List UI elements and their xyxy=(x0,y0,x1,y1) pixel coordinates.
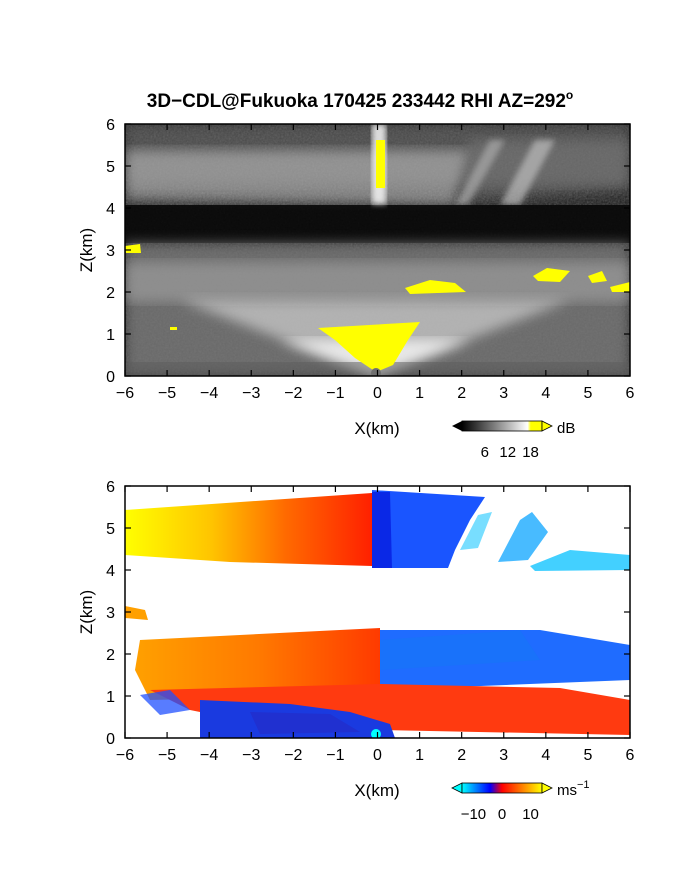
x-tick-label: 0 xyxy=(373,385,382,402)
y-tick-label: 1 xyxy=(106,689,115,706)
x-tick-label: −4 xyxy=(200,747,218,764)
x-tick-label: −6 xyxy=(116,747,134,764)
x-tick-label: −1 xyxy=(326,385,344,402)
reflectivity-x-ticks: −6 −5 −4 −3 −2 −1 0 1 2 3 4 5 6 xyxy=(116,124,635,402)
x-tick-label: −3 xyxy=(242,747,260,764)
x-tick-label: 5 xyxy=(583,747,592,764)
x-tick-label: 6 xyxy=(626,747,635,764)
reflectivity-y-label: Z(km) xyxy=(77,228,96,272)
velocity-x-label: X(km) xyxy=(354,781,399,800)
x-tick-label: −2 xyxy=(284,385,302,402)
colorbar-tick-label: 12 xyxy=(499,444,516,461)
y-tick-label: 4 xyxy=(106,201,115,218)
y-tick-label: 5 xyxy=(106,521,115,538)
y-tick-label: 3 xyxy=(106,605,115,622)
x-tick-label: 1 xyxy=(415,747,424,764)
reflectivity-y-ticks: 0 1 2 3 4 5 6 xyxy=(106,117,630,386)
y-tick-label: 4 xyxy=(106,563,115,580)
colorbar-tick-label: 10 xyxy=(522,806,539,823)
x-tick-label: −5 xyxy=(158,747,176,764)
y-tick-label: 0 xyxy=(106,369,115,386)
x-tick-label: −3 xyxy=(242,385,260,402)
reflectivity-field xyxy=(125,124,630,376)
y-tick-label: 1 xyxy=(106,327,115,344)
velocity-y-label: Z(km) xyxy=(77,590,96,634)
velocity-y-ticks: 0 1 2 3 4 5 6 xyxy=(106,479,630,748)
x-tick-label: −5 xyxy=(158,385,176,402)
x-tick-label: 3 xyxy=(499,747,508,764)
y-tick-label: 2 xyxy=(106,285,115,302)
velocity-field xyxy=(125,486,630,738)
y-tick-label: 5 xyxy=(106,159,115,176)
y-tick-label: 3 xyxy=(106,243,115,260)
x-tick-label: 4 xyxy=(541,385,550,402)
velocity-colorbar-ticks: −10 0 10 xyxy=(461,806,539,823)
velocity-colorbar-unit: ms−1 xyxy=(557,779,590,799)
y-tick-label: 0 xyxy=(106,731,115,748)
y-tick-label: 6 xyxy=(106,479,115,496)
colorbar-tick-label: 18 xyxy=(522,444,539,461)
reflectivity-x-label: X(km) xyxy=(354,419,399,438)
x-tick-label: 2 xyxy=(457,385,466,402)
velocity-colorbar: −10 0 10 ms−1 xyxy=(451,779,590,823)
x-tick-label: −6 xyxy=(116,385,134,402)
reflectivity-colorbar-unit: dB xyxy=(557,420,575,437)
reflectivity-colorbar-ticks: 6 12 18 xyxy=(481,444,539,461)
figure-title: 3D−CDL@Fukuoka 170425 233442 RHI AZ=292o xyxy=(147,88,574,112)
colorbar-tick-label: 6 xyxy=(481,444,489,461)
x-tick-label: 2 xyxy=(457,747,466,764)
y-tick-label: 6 xyxy=(106,117,115,134)
x-tick-label: 5 xyxy=(583,385,592,402)
x-tick-label: 3 xyxy=(499,385,508,402)
x-tick-label: 4 xyxy=(541,747,550,764)
colorbar-tick-label: −10 xyxy=(461,806,486,823)
x-tick-label: 0 xyxy=(373,747,382,764)
reflectivity-colorbar: 6 12 18 dB xyxy=(452,420,575,461)
x-tick-label: 1 xyxy=(415,385,424,402)
x-tick-label: −1 xyxy=(326,747,344,764)
velocity-x-ticks: −6 −5 −4 −3 −2 −1 0 1 2 3 4 5 6 xyxy=(116,486,635,764)
x-tick-label: −4 xyxy=(200,385,218,402)
x-tick-label: 6 xyxy=(626,385,635,402)
y-tick-label: 2 xyxy=(106,647,115,664)
colorbar-tick-label: 0 xyxy=(498,806,506,823)
x-tick-label: −2 xyxy=(284,747,302,764)
